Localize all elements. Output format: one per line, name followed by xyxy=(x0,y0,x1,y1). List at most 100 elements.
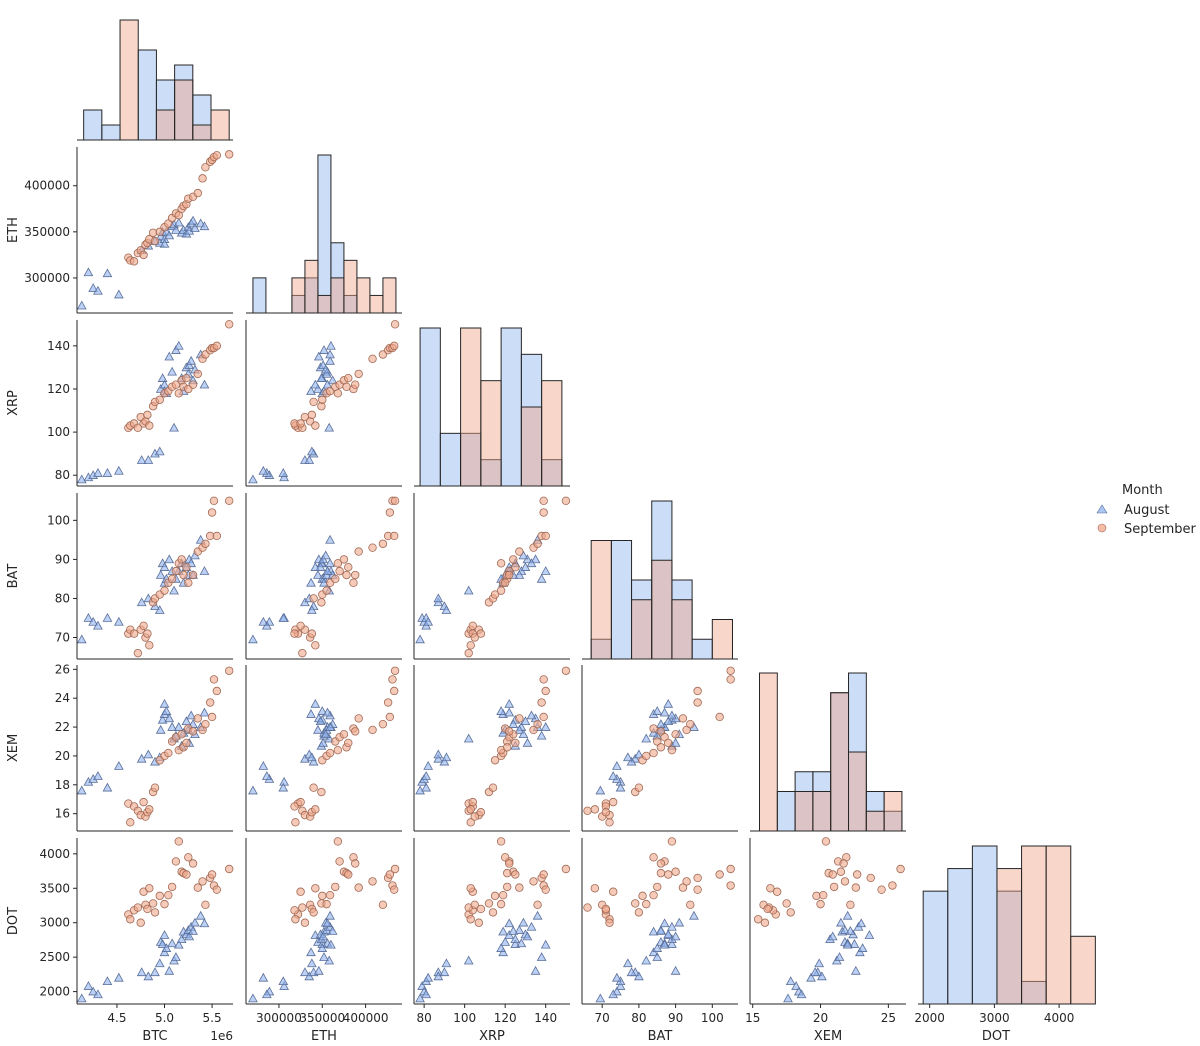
hist-bar-bat-september-2 xyxy=(631,599,653,660)
point-september-10 xyxy=(309,908,318,917)
scatter-xrp-dot xyxy=(413,837,571,1005)
point-september-17 xyxy=(509,555,518,564)
point-september-16 xyxy=(333,559,343,568)
point-august-26 xyxy=(188,215,198,225)
point-august-5 xyxy=(806,972,816,982)
hist-bar-btc-september-7 xyxy=(210,109,230,141)
point-august-15 xyxy=(164,965,175,975)
hist-bar-xrp-august-0 xyxy=(419,327,441,487)
point-september-28 xyxy=(390,885,399,894)
point-september-13 xyxy=(498,890,508,900)
point-september-17 xyxy=(339,555,349,564)
legend-marker-september xyxy=(1097,523,1107,533)
point-september-25 xyxy=(693,873,702,883)
point-august-6 xyxy=(136,967,147,977)
point-september-12 xyxy=(496,586,506,595)
point-august-5 xyxy=(113,465,124,475)
point-september-23 xyxy=(198,174,207,183)
hist-bar-btc-september-5 xyxy=(174,79,194,141)
point-september-1 xyxy=(605,818,614,827)
y-axis-label-bat: BAT xyxy=(6,564,21,589)
point-august-28 xyxy=(689,910,699,920)
point-august-8 xyxy=(439,756,450,766)
y-tick-label: 3000 xyxy=(39,916,70,930)
x-tick-label: 90 xyxy=(668,1011,683,1025)
point-september-15 xyxy=(171,566,181,576)
x-tick-label: 5.0 xyxy=(155,1011,174,1025)
hist-bar-xem-september-3 xyxy=(812,791,832,832)
point-august-27 xyxy=(518,729,529,739)
point-september-3 xyxy=(298,648,307,658)
point-september-11 xyxy=(638,891,647,901)
point-september-20 xyxy=(184,853,193,862)
point-september-24 xyxy=(533,719,542,729)
point-august-20 xyxy=(316,373,327,382)
point-september-5 xyxy=(139,621,148,630)
point-september-5 xyxy=(296,887,305,896)
point-september-19 xyxy=(344,374,353,383)
point-september-23 xyxy=(529,725,538,735)
point-august-4 xyxy=(278,612,289,622)
point-september-27 xyxy=(388,675,397,684)
point-september-7 xyxy=(601,808,611,817)
x-tick-label: 120 xyxy=(494,1011,517,1025)
point-august-27 xyxy=(674,917,685,927)
hist-bar-xem-september-4 xyxy=(830,692,850,832)
point-september-22 xyxy=(193,369,203,379)
point-august-19 xyxy=(173,217,184,227)
hist-bar-bat-september-3 xyxy=(651,559,673,660)
point-september-23 xyxy=(368,543,377,552)
point-september-21 xyxy=(656,859,666,868)
x-tick-label: 25 xyxy=(881,1011,896,1025)
point-september-9 xyxy=(317,787,326,797)
x-tick-label: 80 xyxy=(631,1011,646,1025)
point-august-29 xyxy=(322,918,333,928)
point-august-24 xyxy=(670,737,681,747)
point-september-26 xyxy=(539,870,548,879)
point-august-15 xyxy=(164,713,175,723)
hist-bar-bat-september-4 xyxy=(671,599,693,660)
hist-bar-bat-september-6 xyxy=(711,619,733,660)
hist-bar-xem-september-0 xyxy=(758,672,778,832)
scatter-eth-xrp xyxy=(245,320,402,487)
point-september-7 xyxy=(476,904,486,914)
point-september-19 xyxy=(182,870,191,879)
point-august-15 xyxy=(164,554,175,564)
point-september-28 xyxy=(541,531,550,541)
legend-label-august: August xyxy=(1124,503,1170,518)
point-september-16 xyxy=(333,745,343,755)
y-tick-label: 24 xyxy=(55,691,70,705)
point-september-21 xyxy=(188,727,198,736)
point-september-8 xyxy=(466,805,475,814)
point-september-21 xyxy=(351,859,360,868)
point-august-22 xyxy=(181,716,192,726)
y-tick-label: 350000 xyxy=(24,225,70,239)
point-september-24 xyxy=(686,900,695,910)
point-august-19 xyxy=(540,722,551,731)
point-september-29 xyxy=(390,864,400,874)
point-september-3 xyxy=(298,903,307,912)
hist-bar-btc-september-2 xyxy=(119,19,139,141)
point-september-28 xyxy=(541,885,550,894)
point-september-22 xyxy=(354,547,363,556)
point-august-29 xyxy=(199,221,210,231)
legend-label-september: September xyxy=(1124,522,1197,537)
hist-bar-btc-september-4 xyxy=(155,109,176,141)
point-august-0 xyxy=(783,993,793,1003)
point-august-15 xyxy=(530,965,541,975)
point-september-22 xyxy=(678,714,688,723)
point-september-8 xyxy=(145,641,154,650)
point-august-12 xyxy=(864,930,875,939)
point-september-10 xyxy=(309,397,318,407)
hist-bar-eth-september-6 xyxy=(330,277,345,314)
scatter-eth-xem xyxy=(245,665,402,832)
point-september-23 xyxy=(529,877,538,886)
point-august-15 xyxy=(530,554,541,564)
scatter-btc-dot xyxy=(76,837,234,1005)
point-september-6 xyxy=(470,900,479,910)
point-august-7 xyxy=(634,971,644,981)
x-tick-label: 2000 xyxy=(914,1011,945,1025)
point-september-24 xyxy=(201,900,210,910)
point-september-14 xyxy=(829,882,839,892)
point-august-17 xyxy=(169,422,179,432)
